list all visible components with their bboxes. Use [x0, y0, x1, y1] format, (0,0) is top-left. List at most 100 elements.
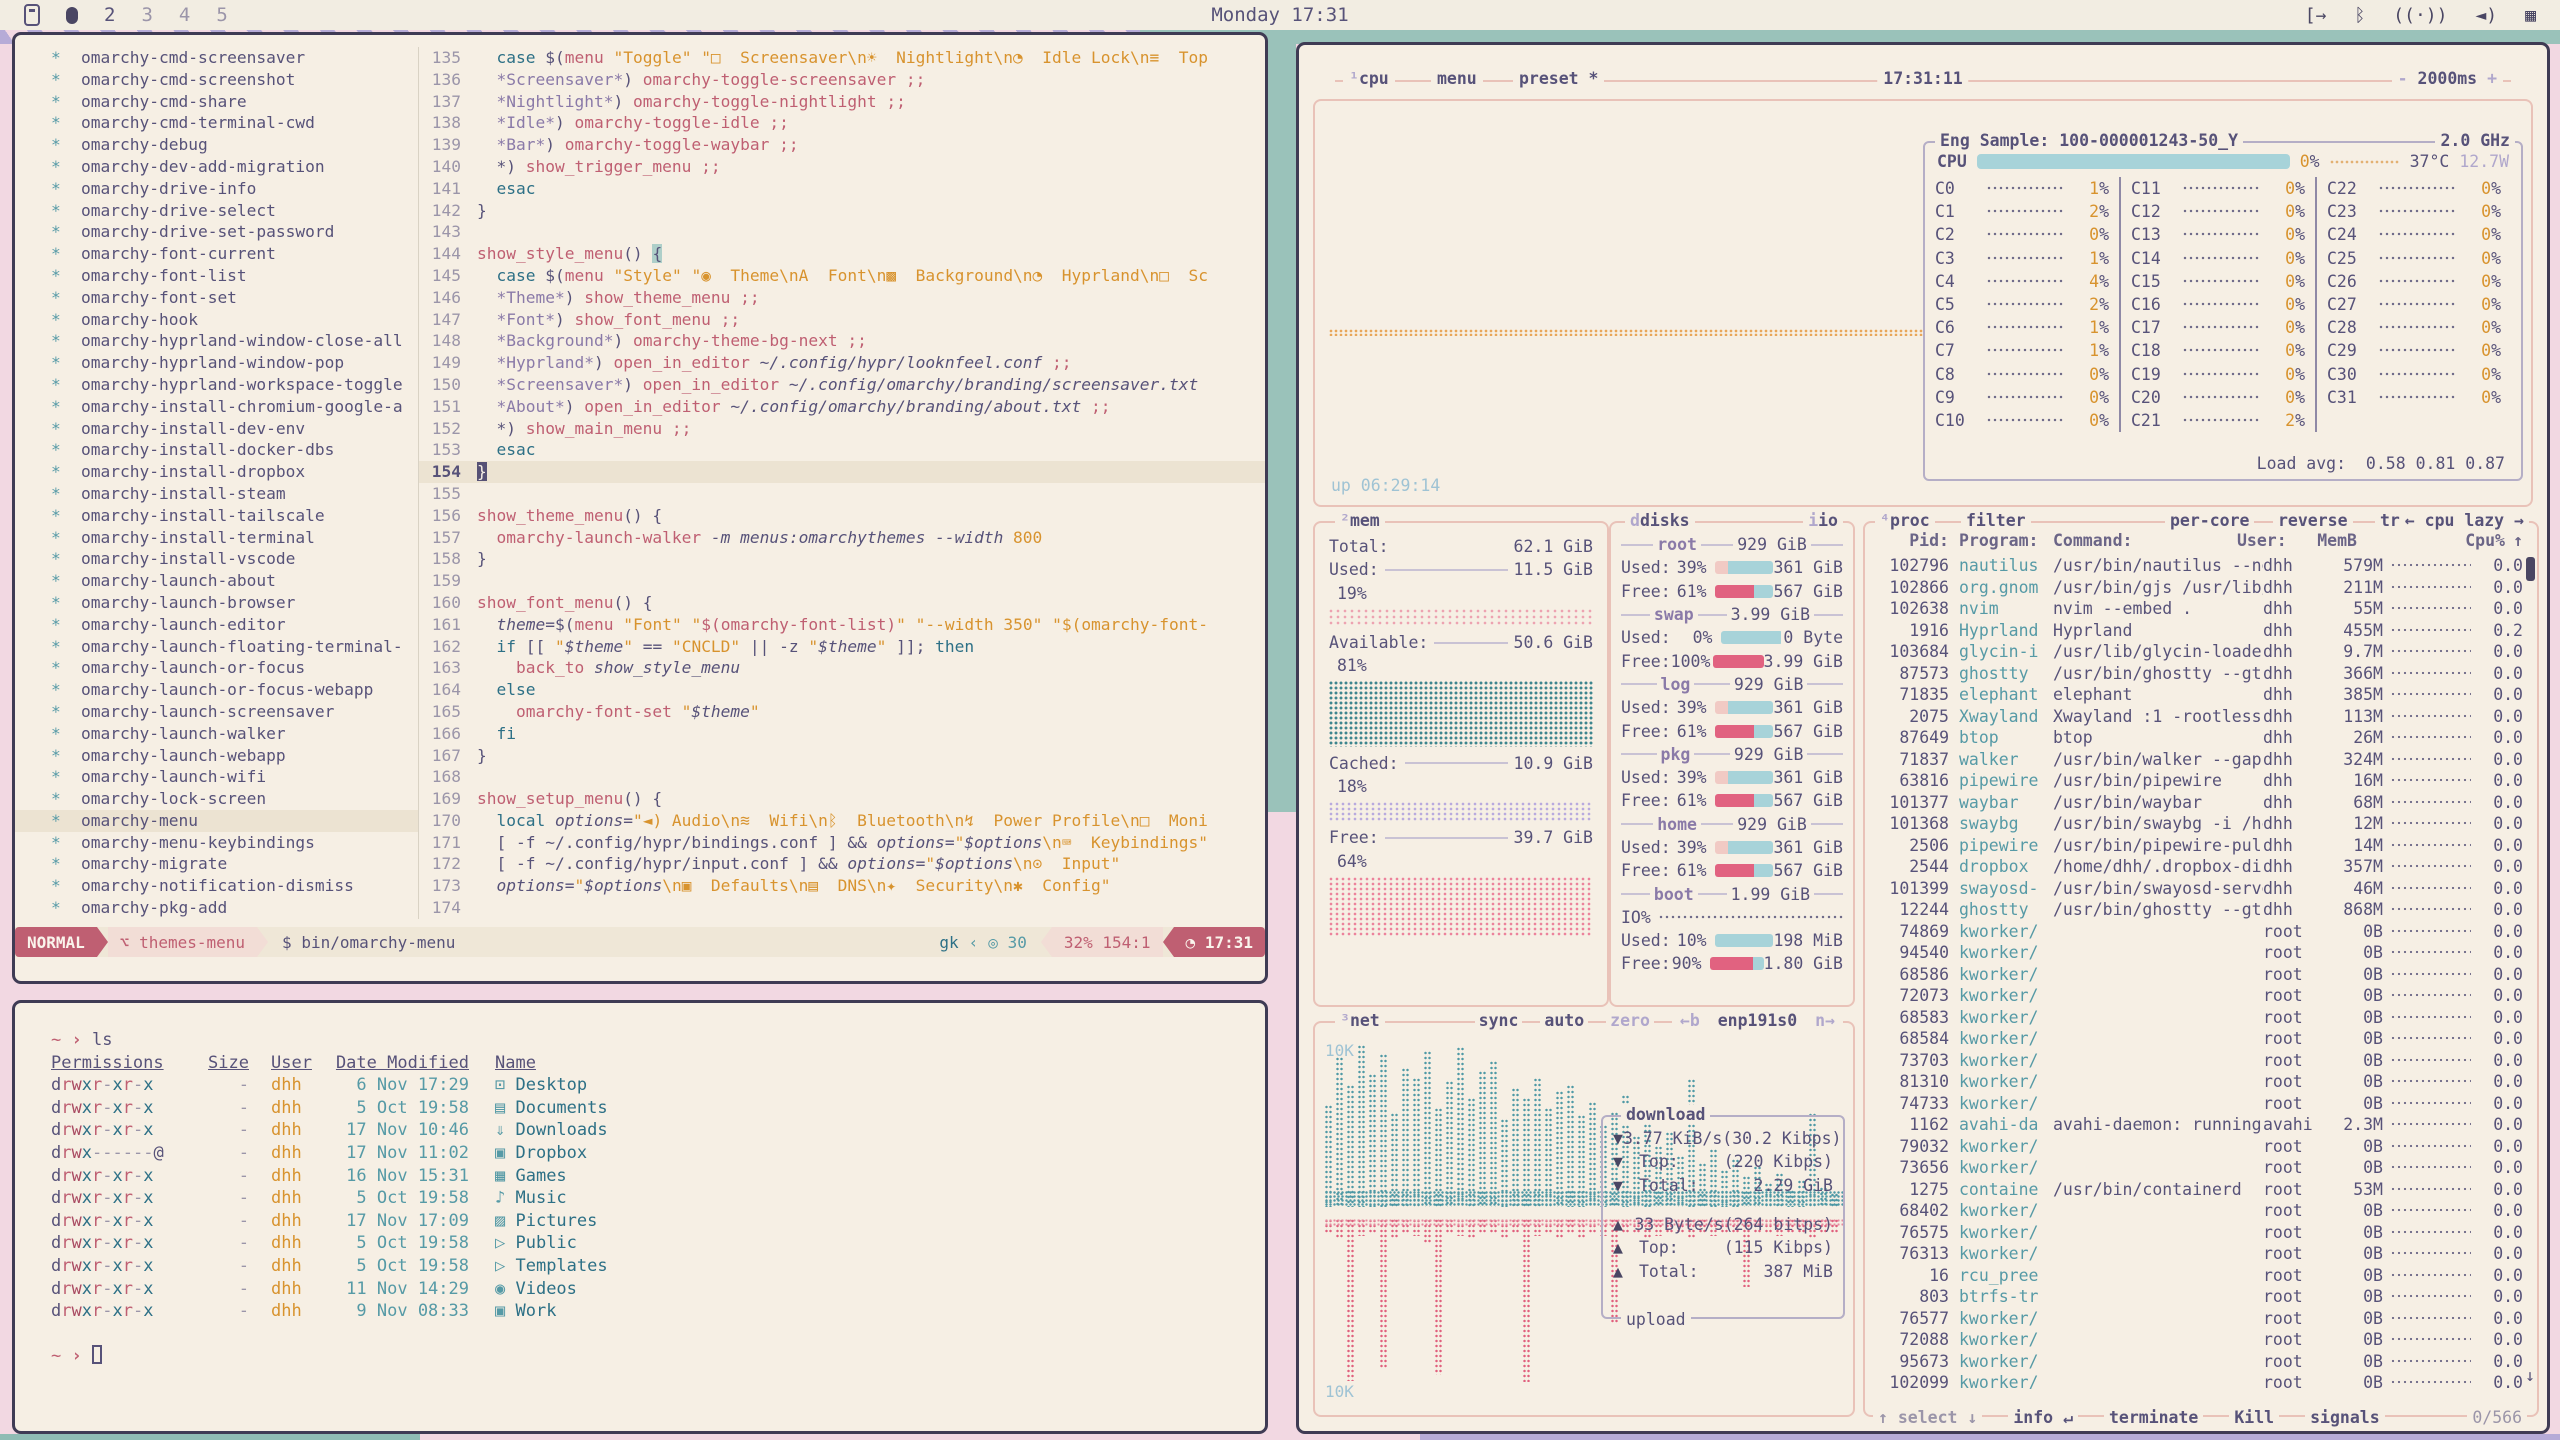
process-row[interactable]: 73703 kworker/root 0B 0.0 [1899, 1050, 2523, 1070]
file-list-item[interactable]: * omarchy-pkg-add [51, 898, 228, 918]
process-row[interactable]: 87573 ghostty/usr/bin/ghostty --gtk-dhh 36… [1899, 663, 2523, 683]
net-sync-toggle[interactable]: sync [1474, 1011, 1523, 1030]
code-line[interactable]: 138 *Idle*) omarchy-toggle-idle ;; [431, 113, 789, 133]
code-line[interactable]: 169 show_setup_menu() { [431, 789, 663, 809]
file-list-item[interactable]: * omarchy-install-docker-dbs [51, 440, 335, 460]
file-list-item[interactable]: * omarchy-menu-keybindings [51, 832, 315, 852]
process-table-header[interactable]: Pid: Program: Command: User: MemB Cpu% ↑ [1909, 531, 2523, 550]
process-row[interactable]: 16 rcu_pree root 0B 0.0 [1929, 1265, 2523, 1285]
process-row[interactable]: 101399 swayosd-/usr/bin/swayosd-server dhh… [1889, 878, 2523, 898]
code-line[interactable]: 149 *Hyprland*) open_in_editor ~/.config… [431, 353, 1072, 373]
network-icon[interactable]: ((·)) [2393, 4, 2448, 26]
process-row[interactable]: 72073 kworker/root 0B 0.0 [1899, 986, 2523, 1006]
code-line[interactable]: 145 case $(menu "Style" "◉ Theme\nA Font… [431, 265, 1208, 285]
file-list-item[interactable]: * omarchy-notification-dismiss [51, 876, 354, 896]
process-row[interactable]: 2075 Xwayland Xwayland :1 -rootless - dhh 11… [1909, 706, 2523, 726]
code-line[interactable]: 158} [431, 549, 487, 569]
file-list-item[interactable]: * omarchy-launch-webapp [51, 745, 286, 765]
file-list-item[interactable]: * omarchy-install-chromium-google-a [51, 396, 403, 416]
workspace-4[interactable]: 4 [178, 4, 191, 26]
file-list-item[interactable]: * omarchy-font-list [51, 265, 247, 285]
process-row[interactable]: 71837 walker/usr/bin/walker --gappl dhh 324… [1899, 749, 2523, 769]
file-list-item[interactable]: * omarchy-launch-screensaver [51, 701, 335, 721]
file-list-item[interactable]: * omarchy-menu [15, 809, 418, 832]
process-row[interactable]: 1162 avahi-da avahi-daemon: running [avahi… [1909, 1115, 2523, 1135]
code-line[interactable]: 148 *Background*) omarchy-theme-bg-next … [431, 331, 867, 351]
code-line[interactable]: 173 options="$options\n▣ Defaults\n▤ DNS… [431, 876, 1111, 896]
code-line[interactable]: 151 *About*) open_in_editor ~/.config/om… [431, 396, 1111, 416]
code-line[interactable]: 174 [431, 898, 461, 918]
signals-button[interactable]: signals [2305, 1408, 2385, 1427]
process-row[interactable]: 103684 glycin-i/usr/lib/glycin-loaders dhh… [1889, 642, 2523, 662]
process-row[interactable]: 101368 swaybg/usr/bin/swaybg -i /hom dhh 12… [1889, 814, 2523, 834]
code-line[interactable]: 165 omarchy-font-set "$theme" [431, 701, 760, 721]
code-line[interactable]: 147 *Font*) show_font_menu ;; [431, 309, 741, 329]
file-list-item[interactable]: * omarchy-hyprland-workspace-toggle [51, 374, 403, 394]
code-line[interactable]: 154} [419, 461, 1265, 483]
file-list-item[interactable]: * omarchy-font-set [51, 287, 237, 307]
process-row[interactable]: 71835 elephant elephant dhh 385M 0.0 [1899, 685, 2523, 705]
process-row[interactable]: 87649 btop btop dhh 26M 0.0 [1899, 728, 2523, 748]
proc-per-core-toggle[interactable]: per-core [2165, 511, 2255, 530]
file-list-item[interactable]: * omarchy-hyprland-window-pop [51, 353, 345, 373]
process-row[interactable]: 68586 kworker/root 0B 0.0 [1899, 964, 2523, 984]
file-list-item[interactable]: * omarchy-install-vscode [51, 549, 296, 569]
code-line[interactable]: 172 [ -f ~/.config/hypr/input.conf ] && … [431, 854, 1121, 874]
file-list-item[interactable]: * omarchy-launch-or-focus [51, 658, 306, 678]
code-line[interactable]: 139 *Bar*) omarchy-toggle-waybar ;; [431, 135, 799, 155]
file-list-item[interactable]: * omarchy-drive-info [51, 178, 257, 198]
process-row[interactable]: 81310 kworker/root 0B 0.0 [1899, 1072, 2523, 1092]
process-row[interactable]: 68583 kworker/root 0B 0.0 [1899, 1007, 2523, 1027]
file-list-item[interactable]: * omarchy-hyprland-window-close-all [51, 331, 403, 351]
process-row[interactable]: 74869 kworker/root 0B 0.0 [1899, 921, 2523, 941]
process-row[interactable]: 95673 kworker/root 0B 0.0 [1899, 1351, 2523, 1371]
process-row[interactable]: 2544 dropbox/home/dhh/.dropbox-dist dhh 357… [1909, 857, 2523, 877]
file-list-item[interactable]: * omarchy-launch-walker [51, 723, 286, 743]
proc-filter[interactable]: filter [1961, 511, 2031, 530]
file-list-item[interactable]: * omarchy-cmd-screenshot [51, 69, 296, 89]
code-line[interactable]: 162 if [[ "$theme" == "CNCLD" || -z "$th… [431, 636, 975, 656]
workspace-3[interactable]: 3 [141, 4, 153, 26]
net-auto-toggle[interactable]: auto [1540, 1011, 1589, 1030]
file-list-item[interactable]: * omarchy-install-steam [51, 483, 286, 503]
process-row[interactable]: 76577 kworker/root 0B 0.0 [1899, 1308, 2523, 1328]
process-row[interactable]: 102638 nvim nvim --embed . dhh 55M 0.0 [1889, 599, 2523, 619]
file-list-item[interactable]: * omarchy-cmd-terminal-cwd [51, 113, 315, 133]
file-list-item[interactable]: * omarchy-launch-about [51, 571, 276, 591]
code-editor[interactable]: 135 case $(menu "Toggle" "□ Screensaver\… [419, 47, 1265, 919]
info-button[interactable]: info ↵ [2008, 1408, 2078, 1427]
code-line[interactable]: 167} [431, 745, 487, 765]
file-list-item[interactable]: * omarchy-migrate [51, 854, 228, 874]
process-row[interactable]: 102099 kworker/root 0B 0.0 [1889, 1373, 2523, 1389]
process-row[interactable]: 102866 org.gnom/usr/bin/gjs /usr/lib/o dhh… [1889, 577, 2523, 597]
terminate-button[interactable]: terminate [2103, 1408, 2204, 1427]
file-list-item[interactable]: * omarchy-install-terminal [51, 527, 315, 547]
file-list-item[interactable]: * omarchy-launch-or-focus-webapp [51, 680, 374, 700]
code-line[interactable]: 150 *Screensaver*) open_in_editor ~/.con… [431, 374, 1199, 394]
process-row[interactable]: 79032 kworker/root 0B 0.0 [1899, 1136, 2523, 1156]
file-list-item[interactable]: * omarchy-font-current [51, 244, 276, 264]
kill-button[interactable]: Kill [2229, 1408, 2280, 1427]
file-list-item[interactable]: * omarchy-debug [51, 135, 208, 155]
code-line[interactable]: 168 [431, 767, 461, 787]
chip-icon[interactable]: ▦ [2525, 4, 2536, 26]
file-list-item[interactable]: * omarchy-install-dropbox [51, 462, 306, 482]
process-row[interactable]: 94540 kworker/root 0B 0.0 [1899, 943, 2523, 963]
file-list-item[interactable]: * omarchy-dev-add-migration [51, 156, 325, 176]
shell-prompt[interactable]: ~ › [51, 1345, 1265, 1368]
code-line[interactable]: 140 *) show_trigger_menu ;; [431, 156, 721, 176]
logout-icon[interactable]: [→ [2304, 4, 2327, 26]
terminal-window-shell[interactable]: ~ › ls Permissions Size User Date Modified Na… [12, 1000, 1268, 1434]
file-list-item[interactable]: * omarchy-launch-editor [51, 614, 286, 634]
net-zero-toggle[interactable]: zero [1606, 1011, 1654, 1030]
process-row[interactable]: 1916 Hyprland Hyprland dhh 455M 0.2 [1909, 620, 2523, 640]
file-list-item[interactable]: * omarchy-install-tailscale [51, 505, 325, 525]
tab-preset[interactable]: preset * [1513, 69, 1605, 88]
process-scrollbar[interactable] [2526, 557, 2535, 581]
workspace-1-indicator[interactable] [66, 6, 78, 24]
file-list-item[interactable]: * omarchy-hook [51, 309, 198, 329]
code-line[interactable]: 161 theme=$(menu "Font" "$(omarchy-font-… [431, 614, 1209, 634]
process-row[interactable]: 803 btrfs-tr root 0B 0.0 [1919, 1287, 2523, 1307]
process-row[interactable]: 68584 kworker/root 0B 0.0 [1899, 1029, 2523, 1049]
file-list-item[interactable]: * omarchy-launch-browser [51, 592, 296, 612]
